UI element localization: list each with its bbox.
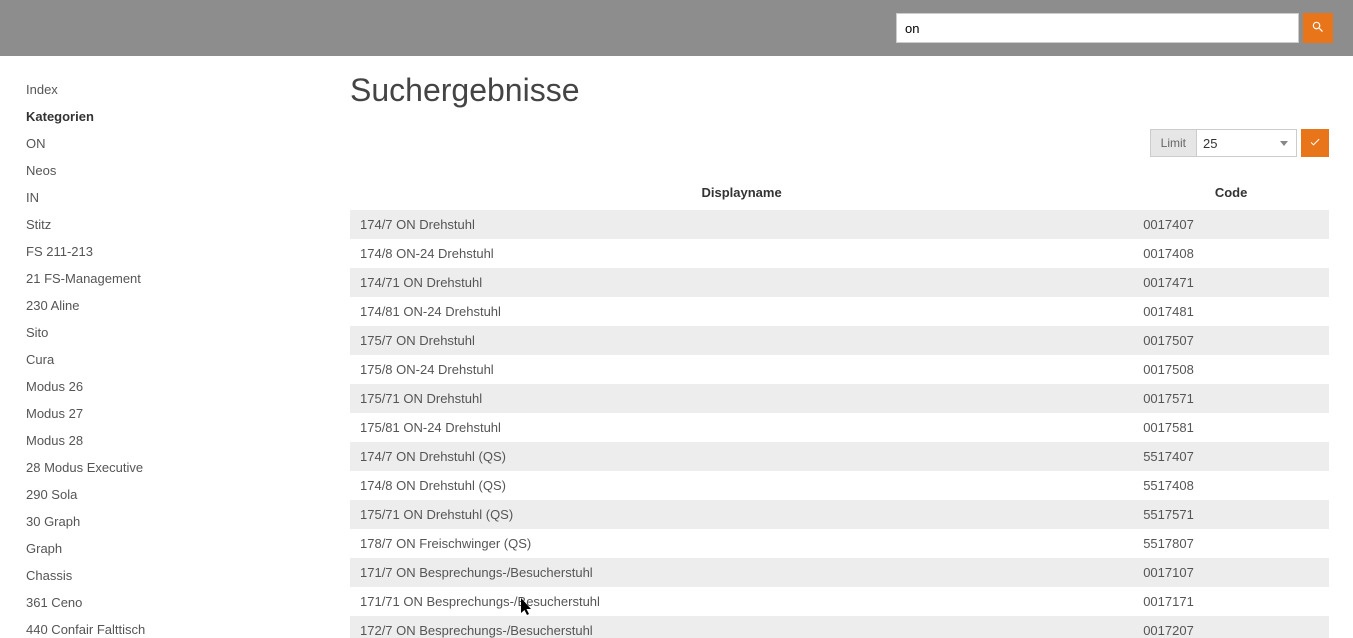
cell-code: 0017171 — [1133, 587, 1329, 616]
cell-code: 0017508 — [1133, 355, 1329, 384]
limit-value: 25 — [1203, 136, 1217, 151]
sidebar-item[interactable]: ON — [26, 130, 200, 157]
column-header-code[interactable]: Code — [1133, 175, 1329, 210]
cell-displayname: 175/71 ON Drehstuhl — [350, 384, 1133, 413]
cell-displayname: 175/7 ON Drehstuhl — [350, 326, 1133, 355]
results-table: Displayname Code 174/7 ON Drehstuhl00174… — [350, 175, 1329, 638]
cell-code: 0017481 — [1133, 297, 1329, 326]
cell-code: 0017407 — [1133, 210, 1329, 239]
table-row[interactable]: 175/81 ON-24 Drehstuhl0017581 — [350, 413, 1329, 442]
header — [0, 0, 1353, 56]
table-row[interactable]: 175/7 ON Drehstuhl0017507 — [350, 326, 1329, 355]
page-title: Suchergebnisse — [350, 72, 1329, 109]
sidebar-item[interactable]: Modus 28 — [26, 427, 200, 454]
sidebar-item[interactable]: Chassis — [26, 562, 200, 589]
limit-bar: Limit 25 — [350, 129, 1329, 157]
table-row[interactable]: 175/8 ON-24 Drehstuhl0017508 — [350, 355, 1329, 384]
cell-displayname: 172/7 ON Besprechungs-/Besucherstuhl — [350, 616, 1133, 638]
sidebar-item[interactable]: 28 Modus Executive — [26, 454, 200, 481]
cell-code: 0017107 — [1133, 558, 1329, 587]
cell-code: 0017471 — [1133, 268, 1329, 297]
search-icon — [1311, 20, 1325, 37]
cell-code: 5517407 — [1133, 442, 1329, 471]
cell-code: 0017507 — [1133, 326, 1329, 355]
table-row[interactable]: 174/81 ON-24 Drehstuhl0017481 — [350, 297, 1329, 326]
cell-displayname: 171/7 ON Besprechungs-/Besucherstuhl — [350, 558, 1133, 587]
sidebar: IndexKategorienONNeosINStitzFS 211-21321… — [0, 56, 200, 638]
table-row[interactable]: 174/8 ON Drehstuhl (QS)5517408 — [350, 471, 1329, 500]
table-row[interactable]: 178/7 ON Freischwinger (QS)5517807 — [350, 529, 1329, 558]
cell-displayname: 174/7 ON Drehstuhl — [350, 210, 1133, 239]
table-row[interactable]: 172/7 ON Besprechungs-/Besucherstuhl0017… — [350, 616, 1329, 638]
table-row[interactable]: 174/7 ON Drehstuhl (QS)5517407 — [350, 442, 1329, 471]
sidebar-item[interactable]: Graph — [26, 535, 200, 562]
cell-displayname: 174/7 ON Drehstuhl (QS) — [350, 442, 1133, 471]
search-wrap — [896, 13, 1333, 43]
limit-select[interactable]: 25 — [1197, 129, 1297, 157]
cell-code: 5517571 — [1133, 500, 1329, 529]
container: IndexKategorienONNeosINStitzFS 211-21321… — [0, 56, 1353, 638]
cell-displayname: 174/8 ON-24 Drehstuhl — [350, 239, 1133, 268]
sidebar-item[interactable]: 230 Aline — [26, 292, 200, 319]
cell-code: 0017207 — [1133, 616, 1329, 638]
sidebar-item[interactable]: FS 211-213 — [26, 238, 200, 265]
main: Suchergebnisse Limit 25 Displayname Code… — [200, 56, 1353, 638]
table-row[interactable]: 174/8 ON-24 Drehstuhl0017408 — [350, 239, 1329, 268]
sidebar-item[interactable]: Modus 27 — [26, 400, 200, 427]
column-header-displayname[interactable]: Displayname — [350, 175, 1133, 210]
check-icon — [1309, 136, 1321, 151]
table-row[interactable]: 174/7 ON Drehstuhl0017407 — [350, 210, 1329, 239]
table-row[interactable]: 175/71 ON Drehstuhl0017571 — [350, 384, 1329, 413]
cell-code: 0017581 — [1133, 413, 1329, 442]
sidebar-heading: Kategorien — [26, 103, 200, 130]
sidebar-item[interactable]: 30 Graph — [26, 508, 200, 535]
search-button[interactable] — [1303, 13, 1333, 43]
sidebar-item[interactable]: Stitz — [26, 211, 200, 238]
table-header-row: Displayname Code — [350, 175, 1329, 210]
sidebar-item[interactable]: 361 Ceno — [26, 589, 200, 616]
table-row[interactable]: 175/71 ON Drehstuhl (QS)5517571 — [350, 500, 1329, 529]
cell-displayname: 178/7 ON Freischwinger (QS) — [350, 529, 1133, 558]
cell-displayname: 174/81 ON-24 Drehstuhl — [350, 297, 1133, 326]
cell-displayname: 175/81 ON-24 Drehstuhl — [350, 413, 1133, 442]
sidebar-item[interactable]: Index — [26, 76, 200, 103]
cell-displayname: 175/8 ON-24 Drehstuhl — [350, 355, 1133, 384]
table-row[interactable]: 171/7 ON Besprechungs-/Besucherstuhl0017… — [350, 558, 1329, 587]
cell-displayname: 174/8 ON Drehstuhl (QS) — [350, 471, 1133, 500]
table-row[interactable]: 171/71 ON Besprechungs-/Besucherstuhl001… — [350, 587, 1329, 616]
cell-code: 5517408 — [1133, 471, 1329, 500]
limit-label: Limit — [1150, 129, 1197, 157]
cell-displayname: 174/71 ON Drehstuhl — [350, 268, 1133, 297]
search-input[interactable] — [896, 13, 1299, 43]
sidebar-item[interactable]: 290 Sola — [26, 481, 200, 508]
sidebar-item[interactable]: Modus 26 — [26, 373, 200, 400]
cell-code: 5517807 — [1133, 529, 1329, 558]
cell-displayname: 171/71 ON Besprechungs-/Besucherstuhl — [350, 587, 1133, 616]
sidebar-item[interactable]: Cura — [26, 346, 200, 373]
sidebar-item[interactable]: IN — [26, 184, 200, 211]
cell-code: 0017408 — [1133, 239, 1329, 268]
cell-displayname: 175/71 ON Drehstuhl (QS) — [350, 500, 1133, 529]
sidebar-item[interactable]: Neos — [26, 157, 200, 184]
sidebar-item[interactable]: 21 FS-Management — [26, 265, 200, 292]
table-row[interactable]: 174/71 ON Drehstuhl0017471 — [350, 268, 1329, 297]
limit-apply-button[interactable] — [1301, 129, 1329, 157]
sidebar-item[interactable]: 440 Confair Falttisch — [26, 616, 200, 638]
cell-code: 0017571 — [1133, 384, 1329, 413]
sidebar-item[interactable]: Sito — [26, 319, 200, 346]
